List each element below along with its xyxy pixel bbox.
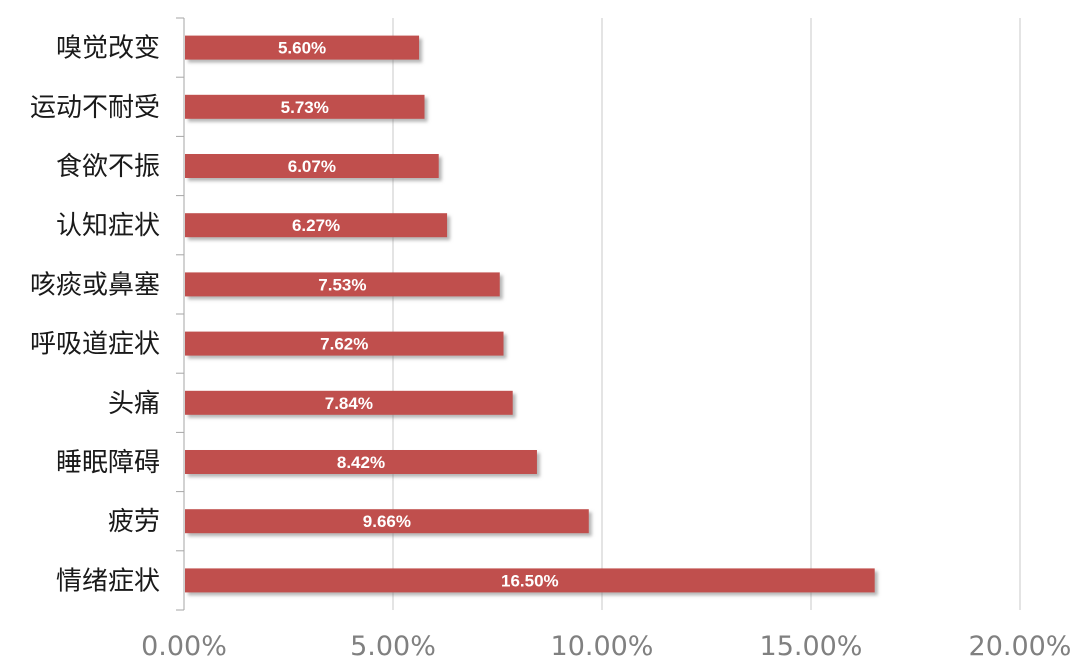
data-labels: 5.60% 5.73% 6.07% 6.27% 7.53% 7.62% 7.84% 8.42%…	[278, 39, 559, 591]
bar	[185, 272, 500, 297]
bar	[185, 568, 875, 593]
bars	[185, 35, 875, 593]
x-tick-label: 5.00%	[350, 631, 436, 662]
bar	[185, 154, 439, 178]
category-label: 嗅觉改变	[56, 34, 160, 64]
bar-value-label: 9.66%	[363, 512, 411, 531]
category-label: 疲劳	[108, 507, 160, 537]
bar	[185, 213, 448, 238]
category-label: 咳痰或鼻塞	[30, 270, 160, 300]
x-tick-label: 10.00%	[551, 631, 654, 662]
bar-value-label: 6.07%	[288, 157, 336, 176]
bar	[185, 35, 420, 60]
bar-value-label: 7.53%	[318, 275, 366, 294]
x-tick-label: 20.00%	[969, 631, 1072, 662]
bar	[185, 94, 425, 119]
category-label: 运动不耐受	[30, 93, 160, 123]
category-label: 呼吸道症状	[30, 330, 160, 360]
x-tick-labels: 0.00% 5.00% 10.00% 15.00% 20.00%	[141, 631, 1071, 662]
bar-value-label: 6.27%	[292, 216, 340, 235]
bar-value-label: 8.42%	[337, 453, 385, 472]
category-label: 睡眠障碍	[56, 448, 160, 478]
bar	[185, 390, 513, 415]
category-label: 认知症状	[56, 211, 160, 241]
bar	[185, 450, 537, 474]
category-label: 情绪症状	[56, 566, 160, 596]
bar-value-label: 16.50%	[501, 571, 559, 590]
x-tick-label: 15.00%	[760, 631, 863, 662]
bar	[185, 331, 504, 356]
category-label: 头痛	[108, 389, 160, 419]
category-label: 食欲不振	[56, 152, 160, 182]
x-tick-label: 0.00%	[141, 631, 227, 662]
bar-value-label: 7.84%	[325, 394, 373, 413]
bar-value-label: 7.62%	[320, 335, 368, 354]
bar-value-label: 5.60%	[278, 39, 326, 58]
bar	[185, 509, 589, 534]
axes	[176, 17, 185, 611]
bar-value-label: 5.73%	[281, 98, 329, 117]
